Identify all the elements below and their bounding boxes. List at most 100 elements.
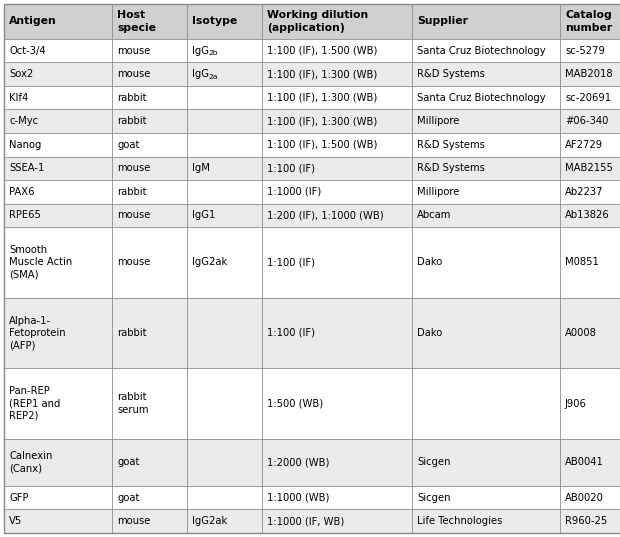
Bar [560,133,620,156]
Bar [262,86,412,110]
Text: AB0041: AB0041 [565,458,604,467]
Bar [262,180,412,204]
Bar [412,62,560,86]
Bar [112,510,187,533]
Bar [262,297,412,368]
Bar [560,156,620,180]
Text: IgG: IgG [192,69,209,79]
Bar [262,204,412,227]
Bar [412,133,560,156]
Bar [112,368,187,439]
Bar [187,368,262,439]
Bar [262,439,412,486]
Text: Ab2237: Ab2237 [565,187,603,197]
Bar [187,486,262,510]
Text: Millipore: Millipore [417,187,459,197]
Text: Calnexin
(Canx): Calnexin (Canx) [9,451,52,474]
Bar [560,86,620,110]
Bar [112,439,187,486]
Text: rabbit: rabbit [117,93,146,103]
Bar [4,510,112,533]
Text: Catalog
number: Catalog number [565,10,613,33]
Text: Sicgen: Sicgen [417,493,451,503]
Text: M0851: M0851 [565,257,599,267]
Bar [112,156,187,180]
Text: 1:100 (IF), 1:500 (WB): 1:100 (IF), 1:500 (WB) [267,140,378,150]
Text: IgG2ak: IgG2ak [192,516,228,526]
Text: 1:100 (IF): 1:100 (IF) [267,328,315,338]
Bar [412,180,560,204]
Bar [112,39,187,62]
Text: Klf4: Klf4 [9,93,29,103]
Text: #06-340: #06-340 [565,116,608,126]
Bar [112,4,187,39]
Bar [560,439,620,486]
Text: 1:100 (IF): 1:100 (IF) [267,163,315,173]
Text: 1:2000 (WB): 1:2000 (WB) [267,458,329,467]
Text: 1:1000 (IF, WB): 1:1000 (IF, WB) [267,516,344,526]
Text: Supplier: Supplier [417,17,468,26]
Text: MAB2155: MAB2155 [565,163,613,173]
Text: R&D Systems: R&D Systems [417,163,485,173]
Bar [560,180,620,204]
Bar [4,110,112,133]
Text: RPE65: RPE65 [9,211,41,220]
Text: Pan-REP
(REP1 and
REP2): Pan-REP (REP1 and REP2) [9,386,60,421]
Text: goat: goat [117,140,140,150]
Text: 1:100 (IF), 1:300 (WB): 1:100 (IF), 1:300 (WB) [267,69,377,79]
Bar [112,133,187,156]
Text: GFP: GFP [9,493,29,503]
Bar [4,297,112,368]
Bar [262,156,412,180]
Text: 1:100 (IF), 1:300 (WB): 1:100 (IF), 1:300 (WB) [267,93,377,103]
Text: 1:500 (WB): 1:500 (WB) [267,398,323,409]
Bar [262,133,412,156]
Bar [412,510,560,533]
Text: rabbit: rabbit [117,328,146,338]
Text: Oct-3/4: Oct-3/4 [9,46,46,56]
Text: Dako: Dako [417,257,442,267]
Bar [412,4,560,39]
Bar [262,4,412,39]
Bar [262,368,412,439]
Text: J906: J906 [565,398,587,409]
Text: sc-20691: sc-20691 [565,93,611,103]
Bar [187,439,262,486]
Text: 2a: 2a [208,74,218,79]
Bar [560,510,620,533]
Bar [4,439,112,486]
Text: Host
specie: Host specie [117,10,156,33]
Bar [262,227,412,297]
Text: Smooth
Muscle Actin
(SMA): Smooth Muscle Actin (SMA) [9,245,73,280]
Bar [412,204,560,227]
Text: 1:100 (IF): 1:100 (IF) [267,257,315,267]
Text: IgM: IgM [192,163,210,173]
Text: Sox2: Sox2 [9,69,33,79]
Text: Abcam: Abcam [417,211,451,220]
Bar [4,133,112,156]
Text: rabbit: rabbit [117,116,146,126]
Text: IgG2ak: IgG2ak [192,257,228,267]
Bar [112,180,187,204]
Bar [412,227,560,297]
Bar [187,156,262,180]
Text: rabbit
serum: rabbit serum [117,393,149,415]
Bar [112,86,187,110]
Bar [262,62,412,86]
Bar [560,227,620,297]
Bar [112,297,187,368]
Text: R&D Systems: R&D Systems [417,140,485,150]
Text: 2b: 2b [208,50,218,56]
Bar [4,368,112,439]
Bar [262,510,412,533]
Bar [4,39,112,62]
Text: AF2729: AF2729 [565,140,603,150]
Text: R960-25: R960-25 [565,516,607,526]
Bar [112,486,187,510]
Bar [187,62,262,86]
Bar [560,62,620,86]
Text: rabbit: rabbit [117,187,146,197]
Bar [187,110,262,133]
Text: Isotype: Isotype [192,17,237,26]
Bar [187,297,262,368]
